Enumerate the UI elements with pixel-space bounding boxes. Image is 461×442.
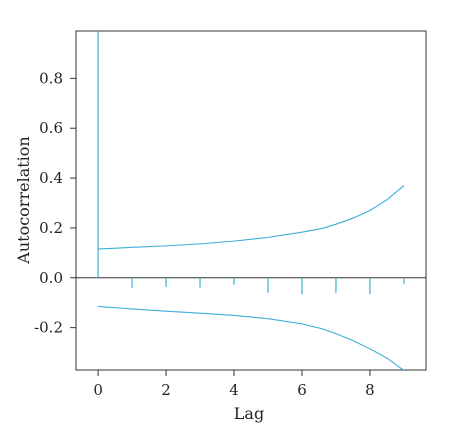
data-marks [97, 31, 405, 370]
x-tick-label-2: 2 [161, 381, 171, 399]
y-tick-label-5: 0.8 [39, 69, 63, 87]
y-tick-label-4: 0.6 [39, 119, 63, 137]
y-axis: -0.2 0.0 0.2 0.4 0.6 0.8 [34, 69, 76, 337]
x-axis: 0 2 4 6 8 [93, 370, 375, 399]
plot-frame [75, 30, 427, 371]
y-axis-title: Autocorrelation [14, 136, 33, 264]
x-tick-label-8: 8 [365, 381, 375, 399]
x-tick-label-6: 6 [297, 381, 307, 399]
x-tick-label-4: 4 [229, 381, 239, 399]
x-axis-title: Lag [234, 404, 264, 423]
y-tick-label-2: 0.2 [39, 219, 63, 237]
y-tick-label-0: -0.2 [34, 319, 63, 337]
confidence-upper-line [98, 185, 405, 250]
y-tick-label-1: 0.0 [39, 269, 63, 287]
y-tick-label-3: 0.4 [39, 169, 63, 187]
confidence-lower-line [98, 305, 405, 370]
x-tick-label-0: 0 [93, 381, 103, 399]
